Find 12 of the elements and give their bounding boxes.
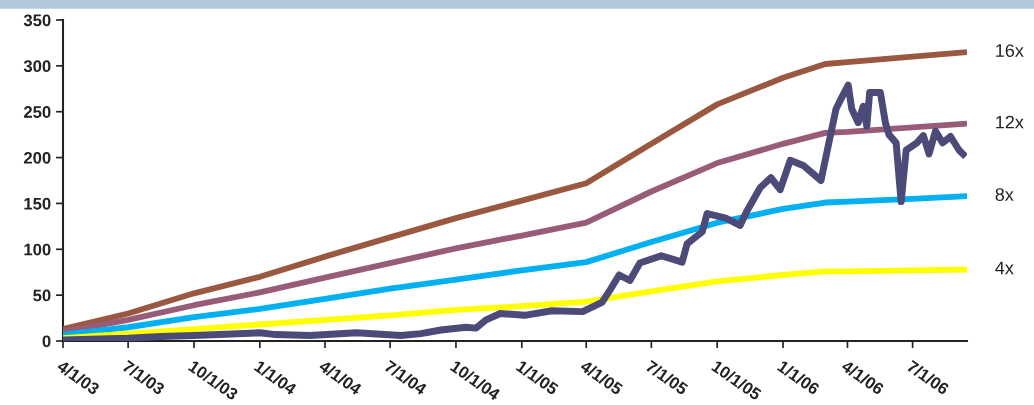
y-tick-label: 100: [24, 243, 51, 256]
series-label: 8x: [995, 188, 1014, 201]
y-tick-label: 200: [23, 151, 51, 164]
y-tick-label: 350: [23, 14, 51, 27]
y-tick-label: 300: [23, 60, 51, 73]
series-label: 12x: [996, 115, 1024, 129]
y-tick-label: 50: [33, 289, 51, 302]
y-tick-label: 150: [24, 197, 51, 210]
y-tick-label: 250: [23, 106, 51, 118]
series-label: 16x: [996, 44, 1024, 57]
y-tick-label: 0: [42, 335, 51, 348]
series-label: 4x: [995, 261, 1014, 275]
